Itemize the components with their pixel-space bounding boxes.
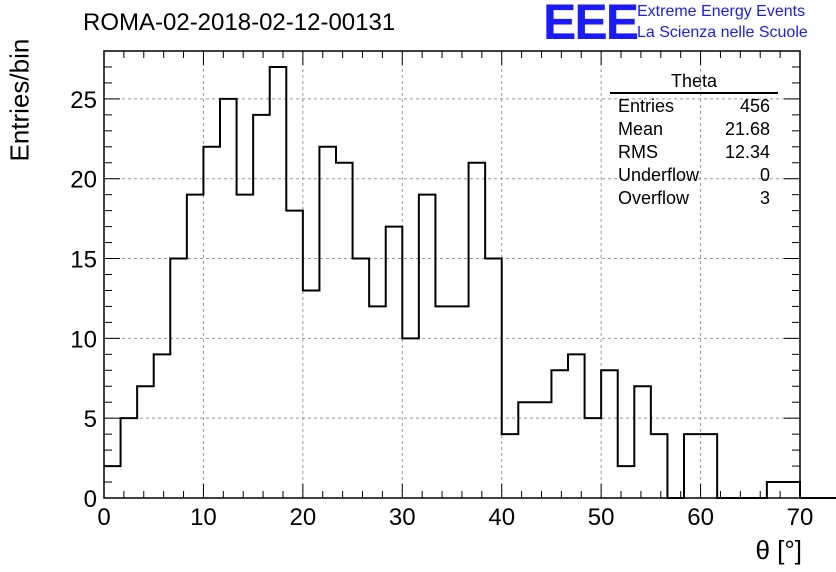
histogram-bin xyxy=(618,466,635,498)
x-tick-label: 0 xyxy=(97,504,110,531)
histogram-bin xyxy=(286,211,303,498)
stats-row-mean: Mean 21.68 xyxy=(610,118,778,141)
histogram-bin xyxy=(452,306,469,498)
histogram-bin xyxy=(502,434,519,498)
histogram-bin xyxy=(469,163,486,498)
histogram-bin xyxy=(220,99,237,498)
histogram-bin xyxy=(435,306,452,498)
histogram-bin xyxy=(518,402,535,498)
histogram-bin xyxy=(303,290,320,498)
histogram-bin xyxy=(684,434,701,498)
stats-label: RMS xyxy=(618,142,658,162)
histogram-bin xyxy=(121,418,138,498)
stats-label: Underflow xyxy=(618,165,700,185)
y-tick-label: 15 xyxy=(70,247,97,274)
histogram-bin xyxy=(651,434,668,498)
logo-line-1: Extreme Energy Events xyxy=(637,3,806,20)
x-tick-label: 10 xyxy=(190,504,217,531)
histogram-bin xyxy=(601,370,618,498)
stats-row-rms: RMS 12.34 xyxy=(610,141,778,164)
histogram-bin xyxy=(353,259,370,498)
x-tick-label: 30 xyxy=(389,504,416,531)
histogram-bin xyxy=(568,354,585,498)
y-tick-label: 0 xyxy=(84,486,97,513)
y-tick-label: 5 xyxy=(84,406,97,433)
x-axis-label: θ [°] xyxy=(755,535,802,565)
stats-label: Mean xyxy=(618,119,664,139)
x-tick-label: 40 xyxy=(488,504,515,531)
histogram-bin xyxy=(154,354,171,498)
x-tick-label: 20 xyxy=(290,504,317,531)
histogram-bin xyxy=(270,67,287,498)
logo-line-2: La Scienza nelle Scuole xyxy=(637,24,808,41)
y-axis-label: Entries/bin xyxy=(4,38,35,162)
stats-row-entries: Entries 456 xyxy=(610,95,778,118)
histogram-bin xyxy=(336,163,353,498)
histogram-bin xyxy=(419,195,436,498)
stats-box: Theta Entries 456 Mean 21.68 RMS 12.34 Unde… xyxy=(610,70,778,210)
eee-logo: EEE xyxy=(543,0,639,50)
histogram-bin xyxy=(535,402,552,498)
histogram-bin xyxy=(237,195,254,498)
histogram-bin xyxy=(137,386,154,498)
stats-value: 3 xyxy=(759,188,770,208)
histogram-bin xyxy=(369,306,386,498)
histogram-bin xyxy=(585,418,602,498)
histogram-bin xyxy=(767,482,784,498)
stats-value: 21.68 xyxy=(724,119,770,139)
y-tick-label: 25 xyxy=(70,87,97,114)
y-tick-label: 20 xyxy=(70,167,97,194)
x-tick-label: 70 xyxy=(787,504,814,531)
stats-value: 0 xyxy=(759,165,770,185)
histogram-bin xyxy=(551,370,568,498)
stats-label: Entries xyxy=(618,96,675,116)
histogram-bin xyxy=(203,147,220,498)
stats-title: Theta xyxy=(610,70,778,94)
chart-title: ROMA-02-2018-02-12-00131 xyxy=(83,9,396,36)
histogram-bin xyxy=(319,147,336,498)
stats-label: Overflow xyxy=(618,188,690,208)
histogram-bin xyxy=(187,195,204,498)
stats-value: 12.34 xyxy=(724,142,770,162)
histogram-bin xyxy=(634,386,651,498)
y-tick-label: 10 xyxy=(70,326,97,353)
histogram-series xyxy=(104,65,836,499)
histogram-bin xyxy=(386,227,403,498)
histogram-bin xyxy=(783,482,800,498)
stats-value: 456 xyxy=(739,96,770,116)
stats-row-underflow: Underflow 0 xyxy=(610,164,778,187)
stats-row-overflow: Overflow 3 xyxy=(610,187,778,210)
histogram-bin xyxy=(485,259,502,498)
histogram-bin xyxy=(701,434,718,498)
x-tick-label: 60 xyxy=(687,504,714,531)
x-tick-label: 50 xyxy=(588,504,615,531)
histogram-bin xyxy=(170,259,187,498)
histogram-bin xyxy=(253,115,270,498)
